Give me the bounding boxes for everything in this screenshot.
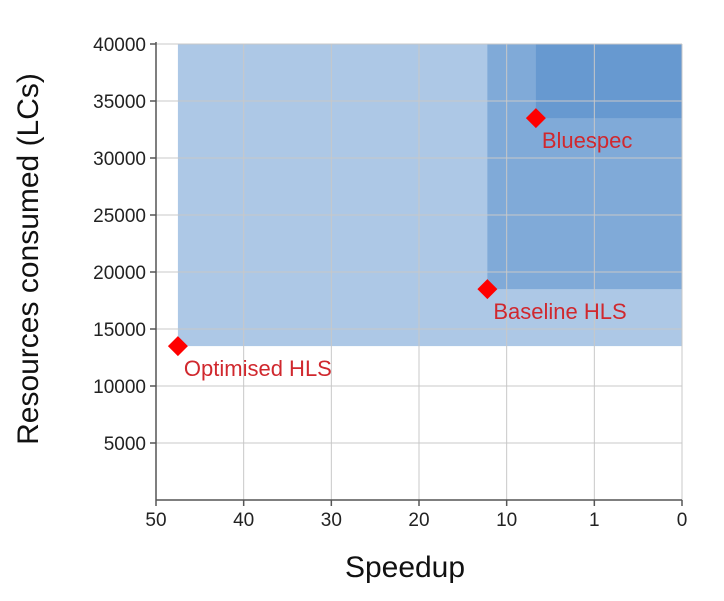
dominance-region-1 [487,44,682,290]
data-point-label: Baseline HLS [493,299,626,324]
grid [156,43,683,500]
x-tick-label: 0 [677,510,688,531]
data-point-marker [525,108,546,129]
data-point-marker [167,336,188,357]
dominance-region-0 [177,44,682,347]
y-tick-label: 15000 [93,320,146,341]
y-tick-labels: 40000 35000 30000 25000 20000 15000 10000 5000 [93,35,146,455]
data-points: Optimised HLS Baseline HLS Bluespec [167,108,633,381]
y-tick-label: 40000 [93,35,146,56]
x-axis-title: Speedup [345,551,465,584]
y-axis-title: Resources consumed (LCs) [12,73,45,445]
x-tick-labels: 50 40 30 20 10 1 0 [145,510,687,531]
y-tick-label: 20000 [93,263,146,284]
y-tick-label: 35000 [93,92,146,113]
data-point-label: Optimised HLS [184,356,332,381]
y-tick-label: 5000 [104,434,146,455]
axes [150,42,683,506]
x-tick-label: 1 [589,510,600,531]
dominance-region-2 [535,44,682,119]
data-point-label: Bluespec [542,128,633,153]
x-tick-label: 10 [496,510,517,531]
y-tick-label: 30000 [93,149,146,170]
x-tick-label: 40 [233,510,254,531]
x-tick-label: 20 [408,510,429,531]
y-tick-label: 25000 [93,206,146,227]
dominance-regions [177,44,682,347]
data-point-marker [477,279,498,300]
y-tick-label: 10000 [93,377,146,398]
x-tick-label: 50 [145,510,166,531]
x-tick-label: 30 [321,510,342,531]
